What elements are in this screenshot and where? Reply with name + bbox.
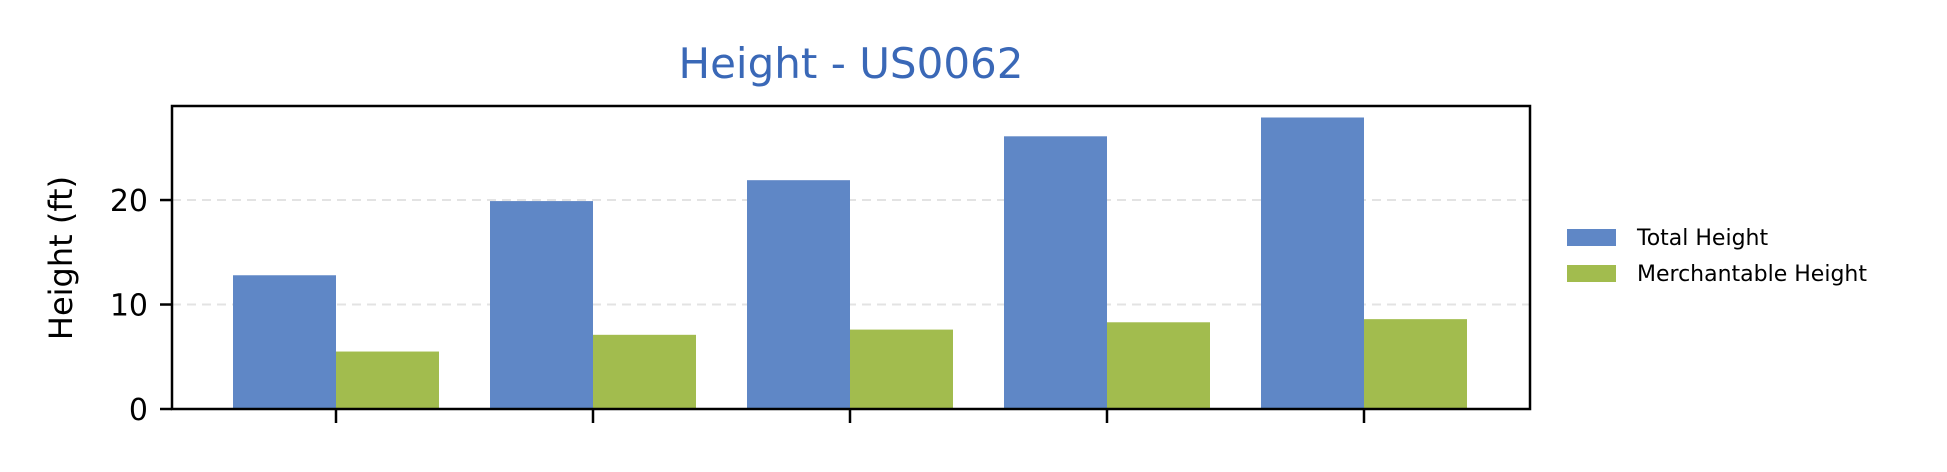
bar-merchantable-height [850, 330, 953, 409]
bar-merchantable-height [1364, 319, 1467, 409]
bar-total-height [747, 180, 850, 409]
legend-swatch-merchantable-height [1567, 265, 1616, 282]
legend: Total Height Merchantable Height [1567, 226, 1867, 287]
chart-title: Height - US0062 [679, 39, 1024, 88]
bar-merchantable-height [1107, 322, 1210, 409]
y-tick-label: 20 [110, 184, 148, 219]
legend-label-total-height: Total Height [1636, 226, 1768, 251]
y-tick-label: 0 [129, 393, 148, 428]
bars [233, 117, 1467, 409]
bar-total-height [233, 275, 336, 409]
bar-merchantable-height [593, 335, 696, 409]
legend-label-merchantable-height: Merchantable Height [1637, 262, 1867, 287]
bar-merchantable-height [336, 352, 439, 409]
x-axis-ticks [336, 409, 1364, 423]
bar-total-height [1004, 136, 1107, 409]
bar-total-height [1261, 117, 1364, 409]
y-tick-label: 10 [110, 289, 148, 324]
y-axis-ticks: 0 10 20 [110, 184, 172, 428]
bar-total-height [490, 201, 593, 409]
legend-swatch-total-height [1567, 229, 1616, 246]
y-axis-label: Height (ft) [42, 176, 80, 340]
